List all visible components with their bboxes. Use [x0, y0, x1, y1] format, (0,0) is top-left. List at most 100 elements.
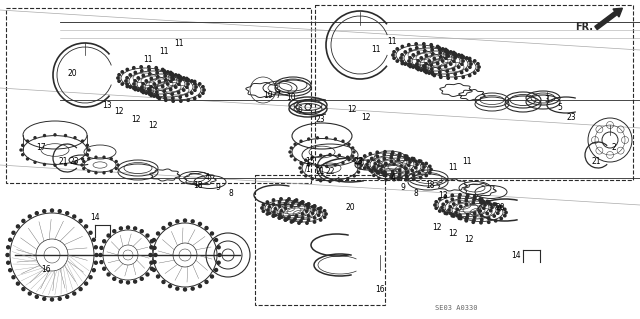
Circle shape	[316, 165, 319, 167]
Circle shape	[127, 226, 129, 229]
Circle shape	[439, 52, 442, 54]
Circle shape	[262, 210, 264, 212]
Circle shape	[211, 232, 214, 235]
Text: 20: 20	[67, 70, 77, 78]
Circle shape	[460, 217, 462, 220]
Circle shape	[371, 169, 373, 172]
Circle shape	[262, 204, 264, 206]
Circle shape	[6, 254, 9, 256]
Circle shape	[179, 76, 181, 78]
Circle shape	[164, 72, 166, 74]
Circle shape	[458, 197, 460, 199]
Circle shape	[278, 205, 280, 207]
Circle shape	[272, 215, 275, 217]
Circle shape	[465, 219, 467, 222]
Circle shape	[429, 165, 431, 167]
Circle shape	[102, 240, 106, 243]
Circle shape	[347, 178, 349, 180]
Circle shape	[99, 254, 102, 256]
Circle shape	[12, 231, 15, 234]
Circle shape	[449, 63, 452, 65]
Circle shape	[81, 158, 83, 160]
Circle shape	[182, 77, 185, 79]
FancyArrow shape	[595, 8, 622, 30]
Circle shape	[367, 160, 369, 163]
Circle shape	[405, 167, 407, 169]
Circle shape	[88, 149, 90, 151]
Circle shape	[420, 57, 422, 59]
Circle shape	[312, 178, 314, 180]
Circle shape	[378, 165, 380, 167]
Circle shape	[401, 62, 403, 65]
Text: 23: 23	[566, 114, 576, 122]
Circle shape	[274, 208, 276, 210]
Circle shape	[43, 210, 46, 213]
Circle shape	[294, 159, 296, 161]
Circle shape	[172, 78, 174, 80]
Circle shape	[156, 69, 158, 71]
Circle shape	[435, 201, 437, 203]
Circle shape	[423, 68, 426, 70]
Circle shape	[458, 54, 460, 56]
Circle shape	[301, 213, 304, 215]
Bar	[255, 175, 385, 305]
Circle shape	[504, 214, 506, 217]
Circle shape	[445, 51, 447, 53]
Circle shape	[278, 217, 280, 219]
Circle shape	[442, 48, 444, 50]
Text: 12: 12	[131, 115, 141, 123]
Circle shape	[44, 135, 45, 137]
Text: 11: 11	[143, 56, 153, 64]
Circle shape	[9, 238, 12, 241]
Circle shape	[342, 140, 344, 142]
Circle shape	[423, 166, 425, 168]
Circle shape	[358, 163, 360, 165]
Circle shape	[153, 83, 156, 85]
Circle shape	[404, 155, 406, 157]
Circle shape	[86, 154, 88, 156]
Circle shape	[175, 74, 177, 76]
Circle shape	[415, 47, 418, 49]
Circle shape	[148, 73, 151, 75]
Circle shape	[184, 219, 186, 222]
Circle shape	[300, 202, 302, 204]
Circle shape	[125, 80, 127, 82]
Circle shape	[74, 137, 76, 139]
Circle shape	[35, 295, 38, 298]
Circle shape	[438, 47, 440, 49]
Circle shape	[22, 144, 24, 146]
Circle shape	[195, 86, 197, 88]
Circle shape	[329, 181, 331, 182]
Circle shape	[429, 171, 431, 174]
Circle shape	[445, 48, 447, 51]
Circle shape	[44, 163, 45, 166]
Circle shape	[284, 207, 287, 209]
Circle shape	[65, 163, 67, 166]
Circle shape	[415, 67, 418, 70]
Circle shape	[359, 161, 361, 163]
Circle shape	[465, 203, 467, 205]
Text: 12: 12	[464, 235, 474, 244]
Text: 11: 11	[159, 48, 169, 56]
Circle shape	[474, 196, 476, 198]
Circle shape	[391, 174, 393, 176]
Circle shape	[268, 212, 271, 214]
Circle shape	[191, 92, 193, 94]
Circle shape	[438, 49, 441, 51]
Circle shape	[474, 216, 476, 219]
Text: 15: 15	[305, 158, 315, 167]
Circle shape	[132, 87, 135, 89]
Circle shape	[126, 83, 128, 85]
Circle shape	[88, 170, 90, 172]
Circle shape	[79, 219, 82, 222]
Circle shape	[54, 134, 56, 136]
Circle shape	[398, 156, 400, 158]
Circle shape	[412, 66, 415, 68]
Circle shape	[381, 165, 383, 167]
Circle shape	[268, 206, 271, 208]
Circle shape	[198, 95, 201, 97]
Circle shape	[202, 85, 204, 88]
Circle shape	[273, 211, 275, 213]
Circle shape	[408, 60, 410, 62]
Circle shape	[401, 60, 403, 62]
